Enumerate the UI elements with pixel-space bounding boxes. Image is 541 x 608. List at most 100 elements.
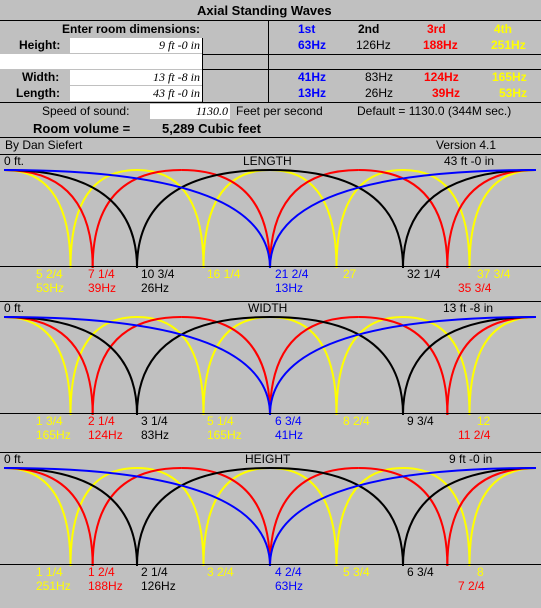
speed-unit: Feet per second <box>236 104 323 118</box>
wave-arc-harmonic-3 <box>181 467 271 567</box>
divider <box>0 564 541 565</box>
panel-title: LENGTH <box>243 154 292 168</box>
node-frequency-label: 165Hz <box>36 428 71 442</box>
wave-arc-harmonic-4 <box>69 169 138 269</box>
wave-panel-length: 0 ft. LENGTH 43 ft -0 in 5 2/4 53Hz 7 1/4 39Hz… <box>0 154 541 299</box>
wave-arc-harmonic-3 <box>91 467 182 567</box>
wave-arc-harmonic-2 <box>3 316 138 416</box>
node-frequency-label: 165Hz <box>207 428 242 442</box>
wave-arc-harmonic-4 <box>402 169 471 269</box>
length-label: Length: <box>16 86 60 100</box>
node-frequency-label: 41Hz <box>275 428 304 442</box>
node-position-label: 8 2/4 <box>343 414 370 428</box>
panel-end-label: 13 ft -8 in <box>443 301 494 315</box>
node-position-label: 2 1/4 <box>141 565 168 579</box>
length-4th-freq: 53Hz <box>499 86 528 100</box>
wave-arc-harmonic-4 <box>335 467 404 567</box>
wave-arc-harmonic-1 <box>3 467 271 567</box>
length-input[interactable]: 43 ft -0 in <box>70 86 202 101</box>
divider <box>0 20 541 21</box>
wave-arc-harmonic-4 <box>335 316 404 416</box>
node-frequency-label: 13Hz <box>275 281 304 295</box>
width-4th-freq: 165Hz <box>492 70 527 84</box>
wave-arc-harmonic-2 <box>269 169 404 269</box>
length-1st-freq: 13Hz <box>298 86 327 100</box>
harmonic-header-4th: 4th <box>494 22 512 36</box>
harmonic-header-1st: 1st <box>298 22 316 36</box>
wave-arc-harmonic-3 <box>3 316 94 416</box>
enter-dimensions-label: Enter room dimensions: <box>62 22 201 36</box>
page-title: Axial Standing Waves <box>197 3 332 18</box>
harmonic-header-3rd: 3rd <box>427 22 446 36</box>
node-position-label: 7 1/4 <box>88 267 115 281</box>
wave-panel-width: 0 ft. WIDTH 13 ft -8 in 1 3/4 165Hz 2 1/4 124H… <box>0 301 541 446</box>
width-2nd-freq: 83Hz <box>365 70 394 84</box>
width-input[interactable]: 13 ft -8 in <box>70 70 202 85</box>
node-position-label: 32 1/4 <box>407 267 441 281</box>
divider <box>0 266 541 267</box>
node-frequency-label: 63Hz <box>275 579 304 593</box>
wave-arc-harmonic-3 <box>3 169 94 269</box>
wave-arc-harmonic-2 <box>269 316 404 416</box>
divider <box>0 301 541 302</box>
node-position-label: 1 3/4 <box>36 414 63 428</box>
wave-arc-harmonic-4 <box>202 467 271 567</box>
node-frequency-label: 11 2/4 <box>458 428 491 442</box>
height-3rd-freq: 188Hz <box>423 38 458 52</box>
wave-arc-harmonic-2 <box>136 316 271 416</box>
wave-arc-harmonic-2 <box>3 169 138 269</box>
node-frequency-label: 35 3/4 <box>458 281 492 295</box>
divider <box>0 137 541 138</box>
standing-wave-plot <box>3 169 537 269</box>
wave-arc-harmonic-4 <box>69 316 138 416</box>
speed-label: Speed of sound: <box>42 104 130 118</box>
node-position-label: 1 1/4 <box>36 565 63 579</box>
author-credit: By Dan Siefert <box>5 138 83 152</box>
speed-default: Default = 1130.0 (344M sec.) <box>357 104 512 118</box>
wave-arc-harmonic-3 <box>91 316 182 416</box>
node-position-label: 6 3/4 <box>275 414 302 428</box>
wave-arc-harmonic-3 <box>269 467 359 567</box>
panel-end-label: 9 ft -0 in <box>449 452 493 466</box>
height-4th-freq: 251Hz <box>491 38 526 52</box>
node-position-label: 6 3/4 <box>407 565 434 579</box>
node-position-label: 12 <box>477 414 491 428</box>
standing-wave-plot <box>3 316 537 416</box>
divider <box>268 20 269 103</box>
node-frequency-label: 26Hz <box>141 281 170 295</box>
node-position-label: 1 2/4 <box>88 565 115 579</box>
wave-arc-harmonic-1 <box>269 169 537 269</box>
wave-arc-harmonic-4 <box>269 467 338 567</box>
node-frequency-label: 126Hz <box>141 579 176 593</box>
wave-arc-harmonic-3 <box>358 169 449 269</box>
wave-arc-harmonic-4 <box>136 316 205 416</box>
node-position-label: 5 3/4 <box>343 565 370 579</box>
height-input[interactable]: 9 ft -0 in <box>70 38 202 53</box>
divider <box>202 38 203 103</box>
wave-arc-harmonic-2 <box>402 316 537 416</box>
height-label: Height: <box>19 38 61 52</box>
wave-arc-harmonic-3 <box>446 316 537 416</box>
wave-arc-harmonic-4 <box>335 169 404 269</box>
node-frequency-label: 7 2/4 <box>458 579 485 593</box>
panel-end-label: 43 ft -0 in <box>444 154 495 168</box>
node-position-label: 2 1/4 <box>88 414 115 428</box>
wave-arc-harmonic-3 <box>91 169 182 269</box>
volume-label: Room volume = <box>33 121 131 136</box>
divider <box>0 452 541 453</box>
divider <box>0 413 541 414</box>
node-position-label: 5 2/4 <box>36 267 63 281</box>
length-3rd-freq: 39Hz <box>432 86 461 100</box>
wave-arc-harmonic-4 <box>269 316 338 416</box>
wave-arc-harmonic-3 <box>358 467 449 567</box>
panel-start-label: 0 ft. <box>4 301 25 315</box>
node-position-label: 21 2/4 <box>275 267 309 281</box>
node-position-label: 4 2/4 <box>275 565 302 579</box>
panel-start-label: 0 ft. <box>4 452 25 466</box>
wave-arc-harmonic-3 <box>446 467 537 567</box>
node-frequency-label: 53Hz <box>36 281 65 295</box>
speed-input[interactable]: 1130.0 <box>150 104 230 119</box>
wave-panel-height: 0 ft. HEIGHT 9 ft -0 in 1 1/4 251Hz 1 2/4 188H… <box>0 452 541 597</box>
node-frequency-label: 251Hz <box>36 579 71 593</box>
